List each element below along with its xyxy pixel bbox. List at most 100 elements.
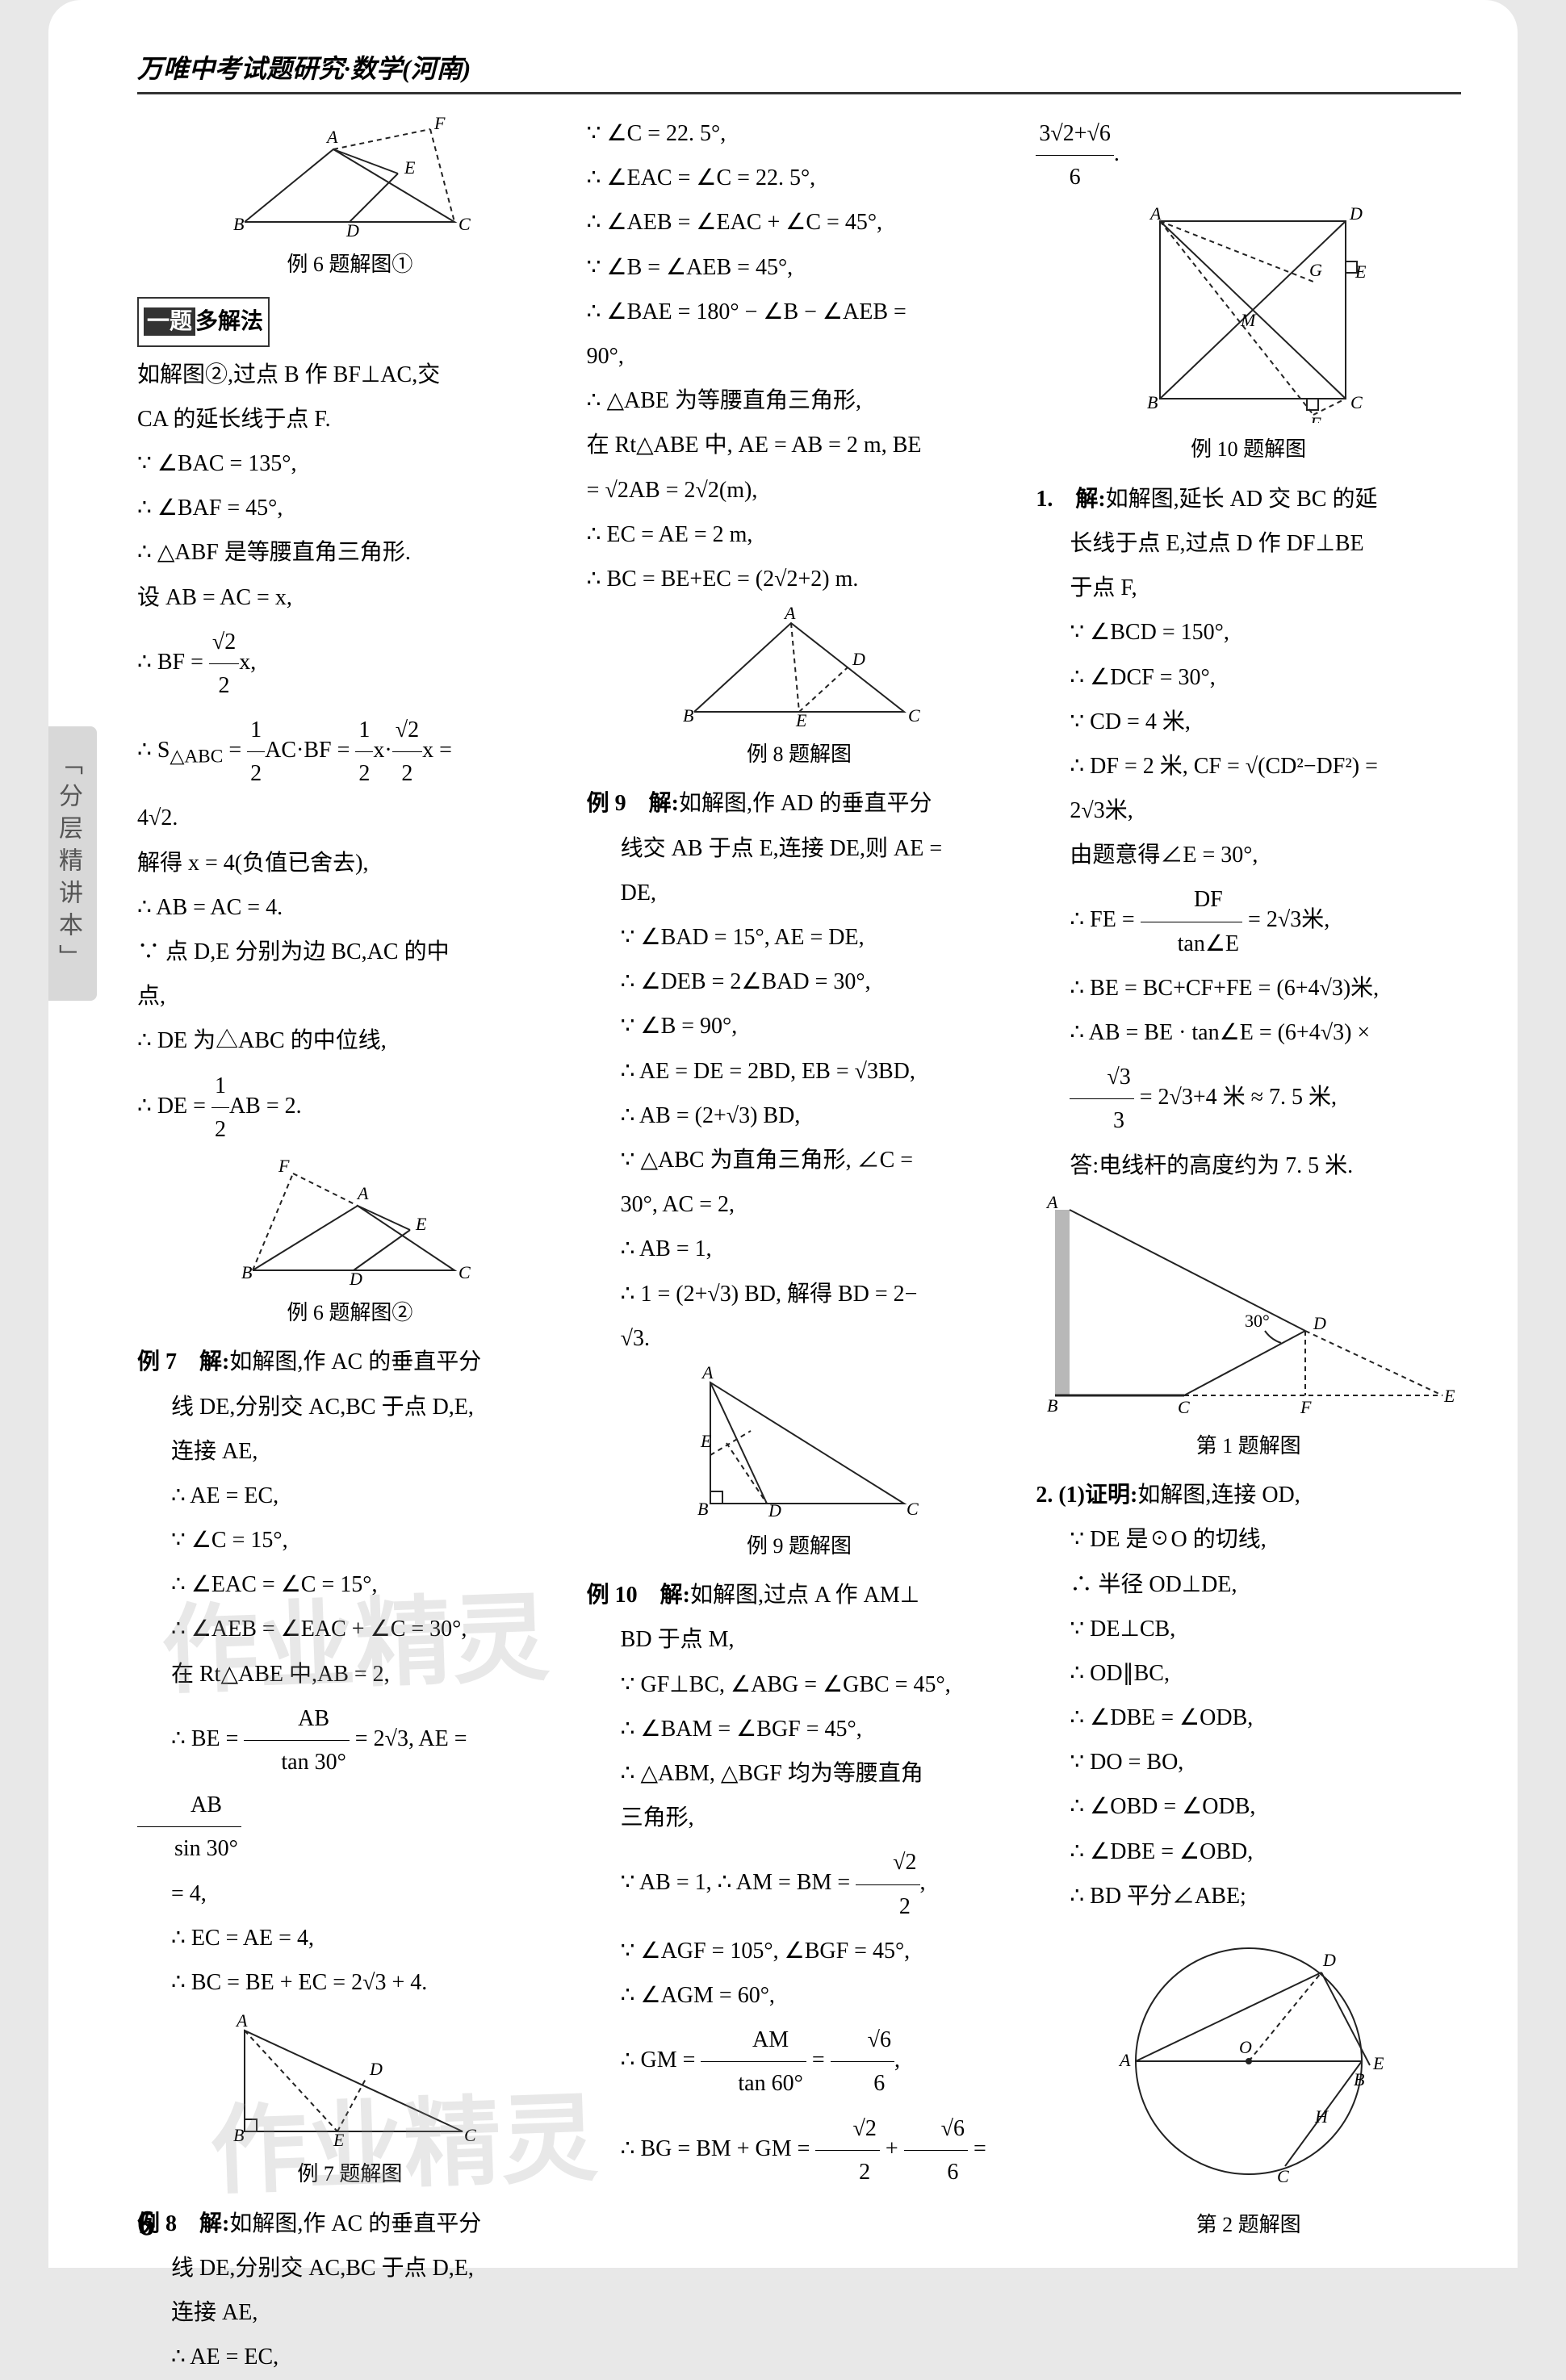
svg-text:M: M [1240,310,1257,330]
ex10-2: BD 于点 M, [587,1618,1012,1661]
svg-text:C: C [464,2125,476,2145]
svg-text:A: A [356,1183,369,1203]
c1-l5: ∴ △ABF 是等腰直角三角形. [137,531,563,574]
diagram-ex10: A D B C E F G M [1128,205,1370,423]
svg-text:B: B [1147,392,1158,412]
ex10-6: 三角形, [587,1797,1012,1839]
q1-head: 1. 解:如解图,延长 AD 交 BC 的延 [1036,478,1461,521]
side-tab: 「分层精讲本」 [48,726,97,1001]
method-right: 多解法 [195,309,263,334]
method-box: 一题多解法 [137,297,270,346]
c1-l14: ∴ DE 为△ABC 的中位线, [137,1019,563,1062]
q1-3: 于点 F, [1036,567,1461,609]
q2-7: ∵ DO = BO, [1036,1741,1461,1784]
ex7-11: ∴ EC = AE = 4, [137,1917,563,1960]
ex7-7: ∴ ∠AEB = ∠EAC + ∠C = 30°, [137,1608,563,1650]
ex9-6: ∵ ∠B = 90°, [587,1005,1012,1048]
diagram-ex6-1: ABC DEF [228,117,471,238]
svg-text:A: A [235,2010,248,2031]
svg-text:E: E [333,2130,345,2148]
q1-8: 2√3米, [1036,789,1461,832]
ex9-12: ∴ 1 = (2+√3) BD, 解得 BD = 2− [587,1273,1012,1315]
svg-text:F: F [433,117,446,133]
c1-l4: ∴ ∠BAF = 45°, [137,487,563,529]
page: 万唯中考试题研究·数学(河南) 「分层精讲本」 ABC DEF 例 6 题解图① [48,0,1518,2268]
ex7-3: 连接 AE, [137,1430,563,1473]
svg-text:E: E [1443,1386,1455,1406]
c1-l2: CA 的延长线于点 F. [137,398,563,441]
ex10-4: ∴ ∠BAM = ∠BGF = 45°, [587,1708,1012,1750]
ex7-head: 例 7 解:如解图,作 AC 的垂直平分 [137,1341,563,1383]
svg-text:D: D [852,649,865,669]
ex9-4: ∵ ∠BAD = 15°, AE = DE, [587,916,1012,959]
columns: ABC DEF 例 6 题解图① 一题多解法 如解图②,过点 B 作 BF⊥AC… [137,111,1461,2380]
svg-text:F: F [1300,1397,1312,1417]
q1-10: ∴ FE = DFtan∠E = 2√3米, [1036,878,1461,964]
svg-text:E: E [404,157,416,178]
q2-8: ∴ ∠OBD = ∠ODB, [1036,1785,1461,1828]
c1-l12: ∵ 点 D,E 分别为边 BC,AC 的中 [137,931,563,973]
ex9-head: 例 9 解:如解图,作 AD 的垂直平分 [587,782,1012,825]
c1-l7: ∴ BF = √22x, [137,621,563,707]
svg-text:B: B [233,214,244,234]
q1-11: ∴ BE = BC+CF+FE = (6+4√3)米, [1036,967,1461,1010]
column-2: ∵ ∠C = 22. 5°, ∴ ∠EAC = ∠C = 22. 5°, ∴ ∠… [587,111,1012,2380]
page-header: 万唯中考试题研究·数学(河南) [137,48,1461,94]
ex9-7: ∴ AE = DE = 2BD, EB = √3BD, [587,1050,1012,1093]
diagram-ex9: ABC DE [678,1366,920,1520]
svg-text:C: C [458,214,471,234]
ex7-2: 线 DE,分别交 AC,BC 于点 D,E, [137,1386,563,1428]
c2-l1: ∵ ∠C = 22. 5°, [587,112,1012,155]
svg-text:A: A [783,607,796,623]
caption-ex6-1: 例 6 题解图① [137,245,563,284]
ex7-9: ∴ BE = ABtan 30° = 2√3, AE = ABsin 30° [137,1697,563,1871]
q1-6: ∵ CD = 4 米, [1036,701,1461,743]
svg-text:B: B [683,705,693,726]
svg-text:A: A [325,127,338,147]
diagram-q2: ABC DEH O [1112,1924,1386,2198]
svg-text:G: G [1309,260,1322,280]
svg-text:D: D [369,2059,383,2079]
q1-2: 长线于点 E,过点 D 作 DF⊥BE [1036,522,1461,565]
ex8-4: ∴ AE = EC, [137,2336,563,2378]
caption-ex9: 例 9 题解图 [587,1526,1012,1566]
svg-text:A: A [1045,1194,1058,1212]
c1-l8: ∴ S△ABC = 12AC·BF = 12x·√22x = [137,709,563,795]
caption-ex7: 例 7 题解图 [137,2154,563,2194]
c2-l2: ∴ ∠EAC = ∠C = 22. 5°, [587,157,1012,199]
svg-text:C: C [1350,392,1363,412]
svg-text:F: F [1309,413,1321,423]
c2-l9: = √2AB = 2√2(m), [587,469,1012,512]
ex10-10: ∴ GM = AMtan 60° = √66, [587,2018,1012,2105]
ex8-2: 线 DE,分别交 AC,BC 于点 D,E, [137,2247,563,2290]
q1-7: ∴ DF = 2 米, CF = √(CD²−DF²) = [1036,745,1461,788]
q2-5: ∴ OD∥BC, [1036,1652,1461,1695]
q2-4: ∵ DE⊥CB, [1036,1608,1461,1650]
ex7-4: ∴ AE = EC, [137,1474,563,1517]
ex9-3: DE, [587,872,1012,914]
svg-text:A: A [1149,205,1162,224]
ex9-10: 30°, AC = 2, [587,1183,1012,1226]
ex10-head: 例 10 解:如解图,过点 A 作 AM⊥ [587,1574,1012,1617]
c1-l10: 解得 x = 4(负值已舍去), [137,842,563,885]
ex7-10: = 4, [137,1872,563,1915]
svg-text:H: H [1314,2106,1329,2127]
c1-l1: 如解图②,过点 B 作 BF⊥AC,交 [137,353,563,396]
svg-text:D: D [1349,205,1363,224]
column-3: 3√2+√66. AD BC EF GM [1036,111,1461,2380]
svg-text:B: B [233,2125,244,2145]
diagram-ex6-2: ABC DEF [228,1157,471,1286]
svg-text:F: F [278,1157,290,1176]
svg-text:E: E [795,710,807,728]
q1-12: ∴ AB = BE · tan∠E = (6+4√3) × [1036,1011,1461,1054]
c1-l13: 点, [137,975,563,1018]
method-left: 一题 [144,307,195,336]
svg-text:30°: 30° [1245,1311,1270,1331]
q1-9: 由题意得∠E = 30°, [1036,834,1461,876]
column-1: ABC DEF 例 6 题解图① 一题多解法 如解图②,过点 B 作 BF⊥AC… [137,111,563,2380]
svg-text:E: E [1355,261,1367,282]
svg-text:B: B [1354,2069,1364,2089]
svg-text:C: C [1277,2166,1289,2186]
svg-text:D: D [768,1500,781,1520]
c1-l6: 设 AB = AC = x, [137,576,563,619]
